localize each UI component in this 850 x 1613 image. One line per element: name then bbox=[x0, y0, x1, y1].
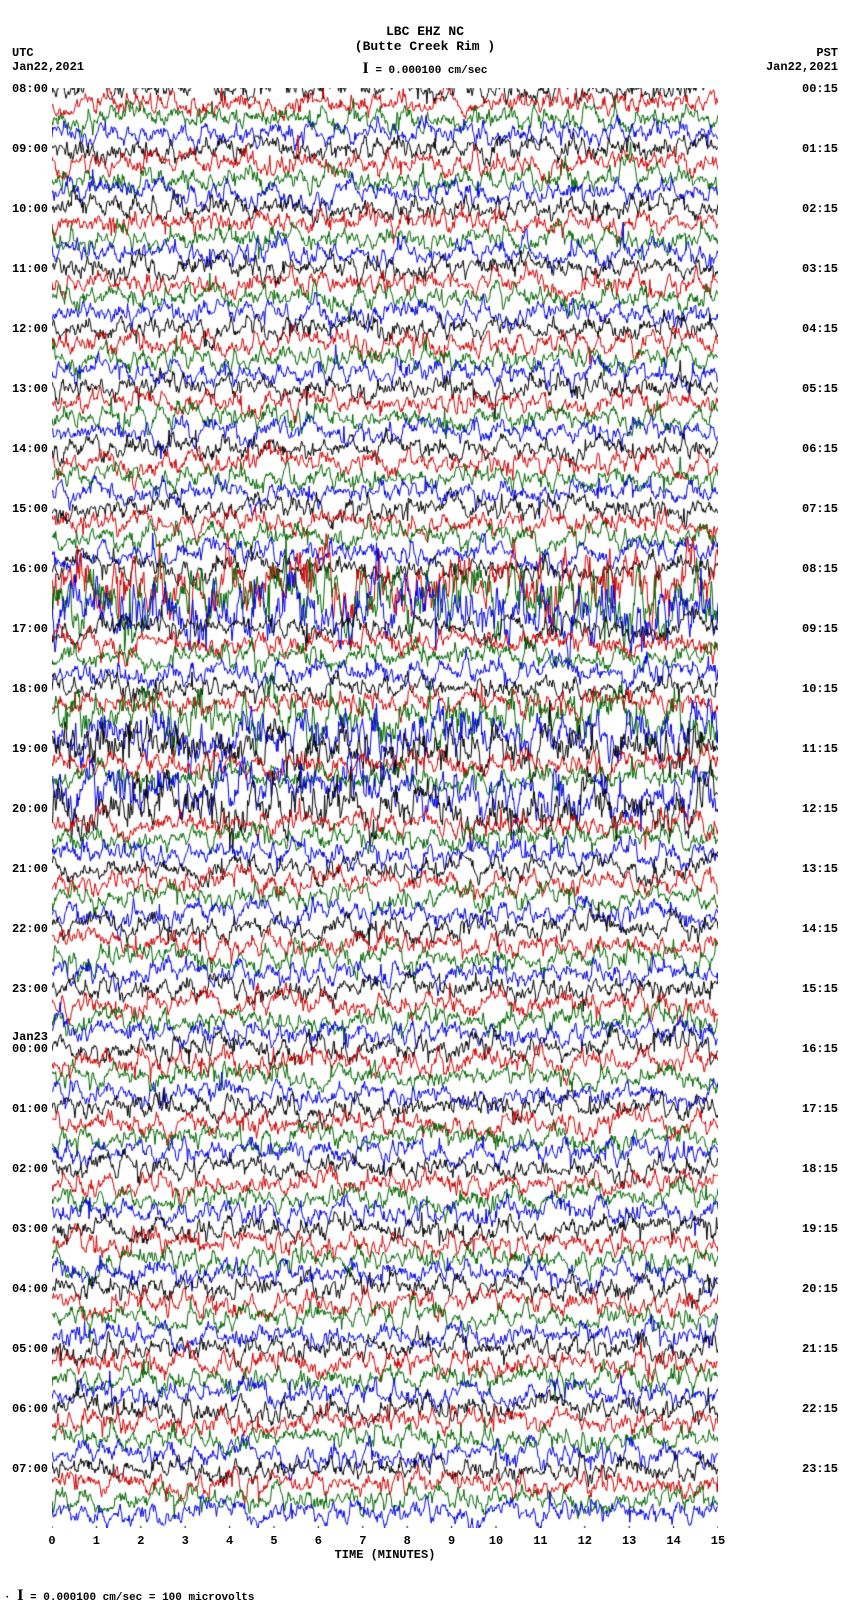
pst-label: 04:15 bbox=[802, 322, 838, 336]
x-axis: 0123456789101112131415 TIME (MINUTES) bbox=[52, 1530, 718, 1570]
x-tick: 2 bbox=[137, 1534, 144, 1548]
x-tick: 8 bbox=[404, 1534, 411, 1548]
seismogram-plot bbox=[52, 88, 718, 1528]
utc-label: 05:00 bbox=[12, 1342, 48, 1356]
left-timezone: UTC Jan22,2021 bbox=[12, 46, 84, 74]
station-code: LBC EHZ NC bbox=[0, 24, 850, 39]
x-tick: 0 bbox=[48, 1534, 55, 1548]
station-name: (Butte Creek Rim ) bbox=[0, 39, 850, 54]
seismogram-canvas bbox=[52, 88, 718, 1528]
x-tick: 5 bbox=[270, 1534, 277, 1548]
utc-label: 17:00 bbox=[12, 622, 48, 636]
utc-label: 15:00 bbox=[12, 502, 48, 516]
pst-label: 18:15 bbox=[802, 1162, 838, 1176]
x-tick: 6 bbox=[315, 1534, 322, 1548]
x-tick: 12 bbox=[578, 1534, 592, 1548]
utc-label: 16:00 bbox=[12, 562, 48, 576]
pst-label: 12:15 bbox=[802, 802, 838, 816]
utc-label: 23:00 bbox=[12, 982, 48, 996]
tz-left-date: Jan22,2021 bbox=[12, 60, 84, 74]
footer-bar-icon: I bbox=[17, 1587, 23, 1604]
pst-label: 02:15 bbox=[802, 202, 838, 216]
x-tick: 3 bbox=[182, 1534, 189, 1548]
x-tick: 10 bbox=[489, 1534, 503, 1548]
x-tick: 4 bbox=[226, 1534, 233, 1548]
helicorder-container: LBC EHZ NC (Butte Creek Rim ) I = 0.0001… bbox=[0, 0, 850, 1613]
pst-label: 13:15 bbox=[802, 862, 838, 876]
utc-label: 12:00 bbox=[12, 322, 48, 336]
utc-label: 00:00 bbox=[12, 1042, 48, 1056]
scale-value: = 0.000100 cm/sec bbox=[375, 65, 487, 77]
pst-time-labels: 00:1501:1502:1503:1504:1505:1506:1507:15… bbox=[800, 88, 844, 1528]
utc-label: 20:00 bbox=[12, 802, 48, 816]
pst-label: 00:15 bbox=[802, 82, 838, 96]
x-tick: 15 bbox=[711, 1534, 725, 1548]
utc-time-labels: 08:0009:0010:0011:0012:0013:0014:0015:00… bbox=[6, 88, 50, 1528]
x-tick: 11 bbox=[533, 1534, 547, 1548]
pst-label: 21:15 bbox=[802, 1342, 838, 1356]
x-tick: 7 bbox=[359, 1534, 366, 1548]
utc-label: 21:00 bbox=[12, 862, 48, 876]
pst-label: 15:15 bbox=[802, 982, 838, 996]
x-tick: 13 bbox=[622, 1534, 636, 1548]
pst-label: 22:15 bbox=[802, 1402, 838, 1416]
pst-label: 11:15 bbox=[802, 742, 838, 756]
pst-label: 08:15 bbox=[802, 562, 838, 576]
footer-scale: · I = 0.000100 cm/sec = 100 microvolts bbox=[4, 1587, 255, 1605]
tz-left-label: UTC bbox=[12, 46, 84, 60]
x-tick: 14 bbox=[666, 1534, 680, 1548]
x-axis-title: TIME (MINUTES) bbox=[335, 1548, 436, 1562]
tz-right-label: PST bbox=[766, 46, 838, 60]
utc-label: 10:00 bbox=[12, 202, 48, 216]
pst-label: 10:15 bbox=[802, 682, 838, 696]
footer-dot: · bbox=[4, 1592, 11, 1604]
utc-label: 19:00 bbox=[12, 742, 48, 756]
utc-label: 06:00 bbox=[12, 1402, 48, 1416]
utc-label: 09:00 bbox=[12, 142, 48, 156]
tz-right-date: Jan22,2021 bbox=[766, 60, 838, 74]
utc-label: 07:00 bbox=[12, 1462, 48, 1476]
pst-label: 03:15 bbox=[802, 262, 838, 276]
pst-label: 17:15 bbox=[802, 1102, 838, 1116]
utc-label: 08:00 bbox=[12, 82, 48, 96]
pst-label: 06:15 bbox=[802, 442, 838, 456]
utc-label: 14:00 bbox=[12, 442, 48, 456]
date-break-label: Jan23 bbox=[12, 1030, 48, 1044]
utc-label: 11:00 bbox=[12, 262, 48, 276]
pst-label: 23:15 bbox=[802, 1462, 838, 1476]
utc-label: 04:00 bbox=[12, 1282, 48, 1296]
utc-label: 01:00 bbox=[12, 1102, 48, 1116]
scale-bar-icon: I bbox=[362, 60, 368, 77]
pst-label: 14:15 bbox=[802, 922, 838, 936]
footer-text: = 0.000100 cm/sec = 100 microvolts bbox=[30, 1592, 254, 1604]
pst-label: 19:15 bbox=[802, 1222, 838, 1236]
x-tick: 9 bbox=[448, 1534, 455, 1548]
pst-label: 09:15 bbox=[802, 622, 838, 636]
right-timezone: PST Jan22,2021 bbox=[766, 46, 838, 74]
utc-label: 02:00 bbox=[12, 1162, 48, 1176]
pst-label: 16:15 bbox=[802, 1042, 838, 1056]
pst-label: 20:15 bbox=[802, 1282, 838, 1296]
utc-label: 22:00 bbox=[12, 922, 48, 936]
utc-label: 13:00 bbox=[12, 382, 48, 396]
amplitude-scale: I = 0.000100 cm/sec bbox=[0, 60, 850, 78]
pst-label: 05:15 bbox=[802, 382, 838, 396]
pst-label: 07:15 bbox=[802, 502, 838, 516]
utc-label: 03:00 bbox=[12, 1222, 48, 1236]
x-tick: 1 bbox=[93, 1534, 100, 1548]
utc-label: 18:00 bbox=[12, 682, 48, 696]
pst-label: 01:15 bbox=[802, 142, 838, 156]
chart-header: LBC EHZ NC (Butte Creek Rim ) I = 0.0001… bbox=[0, 24, 850, 78]
